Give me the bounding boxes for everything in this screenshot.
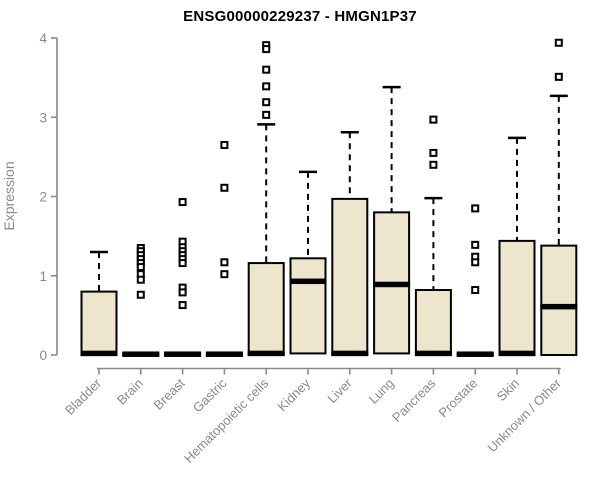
median-line bbox=[122, 351, 160, 357]
box-group-kidney bbox=[289, 170, 327, 355]
median-line bbox=[247, 350, 285, 357]
x-category-label: Unknown / Other bbox=[484, 375, 564, 455]
outlier-point bbox=[554, 38, 563, 47]
median-line bbox=[456, 351, 494, 357]
outlier-point bbox=[471, 286, 480, 295]
x-category-label: Gastric bbox=[190, 375, 230, 415]
median-line bbox=[164, 351, 202, 357]
outlier-point bbox=[262, 110, 271, 119]
box-group-brain bbox=[122, 244, 160, 357]
outlier-point bbox=[220, 270, 229, 279]
outlier-point bbox=[178, 259, 187, 268]
x-category-label: Skin bbox=[494, 376, 522, 404]
outlier-point bbox=[471, 240, 480, 249]
outlier-point bbox=[262, 98, 271, 107]
y-tick-label: 4 bbox=[39, 31, 47, 46]
outlier-point bbox=[178, 198, 187, 207]
x-category-label: Liver bbox=[324, 375, 355, 406]
box-group-liver bbox=[331, 131, 369, 357]
box-rect bbox=[331, 197, 369, 356]
box-group-breast bbox=[164, 198, 202, 357]
x-category-label: Prostate bbox=[435, 376, 480, 421]
box-rect bbox=[414, 289, 452, 357]
x-category-label: Pancreas bbox=[389, 375, 439, 425]
median-line bbox=[540, 303, 578, 310]
median-line bbox=[414, 350, 452, 357]
median-line bbox=[498, 350, 536, 357]
outlier-point bbox=[471, 204, 480, 213]
outlier-point bbox=[429, 160, 438, 169]
outlier-point bbox=[220, 258, 229, 267]
outlier-point bbox=[429, 148, 438, 157]
y-tick-label: 3 bbox=[39, 110, 47, 125]
outlier-point bbox=[136, 290, 145, 299]
outlier-point bbox=[220, 183, 229, 192]
box-group-hematopoietic-cells bbox=[247, 41, 285, 357]
outlier-point bbox=[136, 263, 145, 272]
outlier-point bbox=[262, 82, 271, 91]
x-category-label: Kidney bbox=[274, 375, 313, 414]
y-tick-label: 1 bbox=[39, 269, 47, 284]
outlier-point bbox=[554, 72, 563, 81]
median-line bbox=[205, 351, 243, 357]
median-line bbox=[289, 278, 327, 285]
box-group-skin bbox=[498, 136, 536, 357]
outlier-point bbox=[471, 258, 480, 267]
box-rect bbox=[80, 290, 118, 357]
median-line bbox=[80, 350, 118, 357]
chart-title: ENSG00000229237 - HMGN1P37 bbox=[183, 8, 417, 25]
box-group-bladder bbox=[80, 250, 118, 357]
x-category-label: Bladder bbox=[62, 375, 105, 418]
y-tick-label: 2 bbox=[39, 190, 47, 205]
y-axis: 0 1 2 3 4 Expression bbox=[1, 31, 58, 363]
median-line bbox=[331, 350, 369, 357]
box-group-prostate bbox=[456, 204, 494, 357]
outlier-point bbox=[136, 275, 145, 284]
x-category-label: Lung bbox=[366, 376, 397, 407]
y-axis-label: Expression bbox=[1, 161, 17, 230]
box-rect bbox=[498, 239, 536, 357]
box-group-lung bbox=[373, 85, 411, 355]
outlier-point bbox=[220, 140, 229, 149]
y-tick-label: 0 bbox=[39, 348, 47, 363]
box-group-gastric bbox=[205, 140, 243, 357]
outlier-point bbox=[429, 115, 438, 124]
median-line bbox=[373, 281, 411, 288]
outlier-point bbox=[178, 288, 187, 297]
x-category-label: Brain bbox=[114, 376, 146, 408]
box-group-unknown-other bbox=[540, 38, 578, 356]
x-category-label: Breast bbox=[151, 375, 188, 412]
box-group-pancreas bbox=[414, 115, 452, 357]
box-rect bbox=[289, 257, 327, 355]
outlier-point bbox=[178, 301, 187, 310]
outlier-point bbox=[262, 45, 271, 54]
box-rect bbox=[247, 262, 285, 357]
outlier-point bbox=[262, 65, 271, 74]
box-rect bbox=[540, 244, 578, 356]
